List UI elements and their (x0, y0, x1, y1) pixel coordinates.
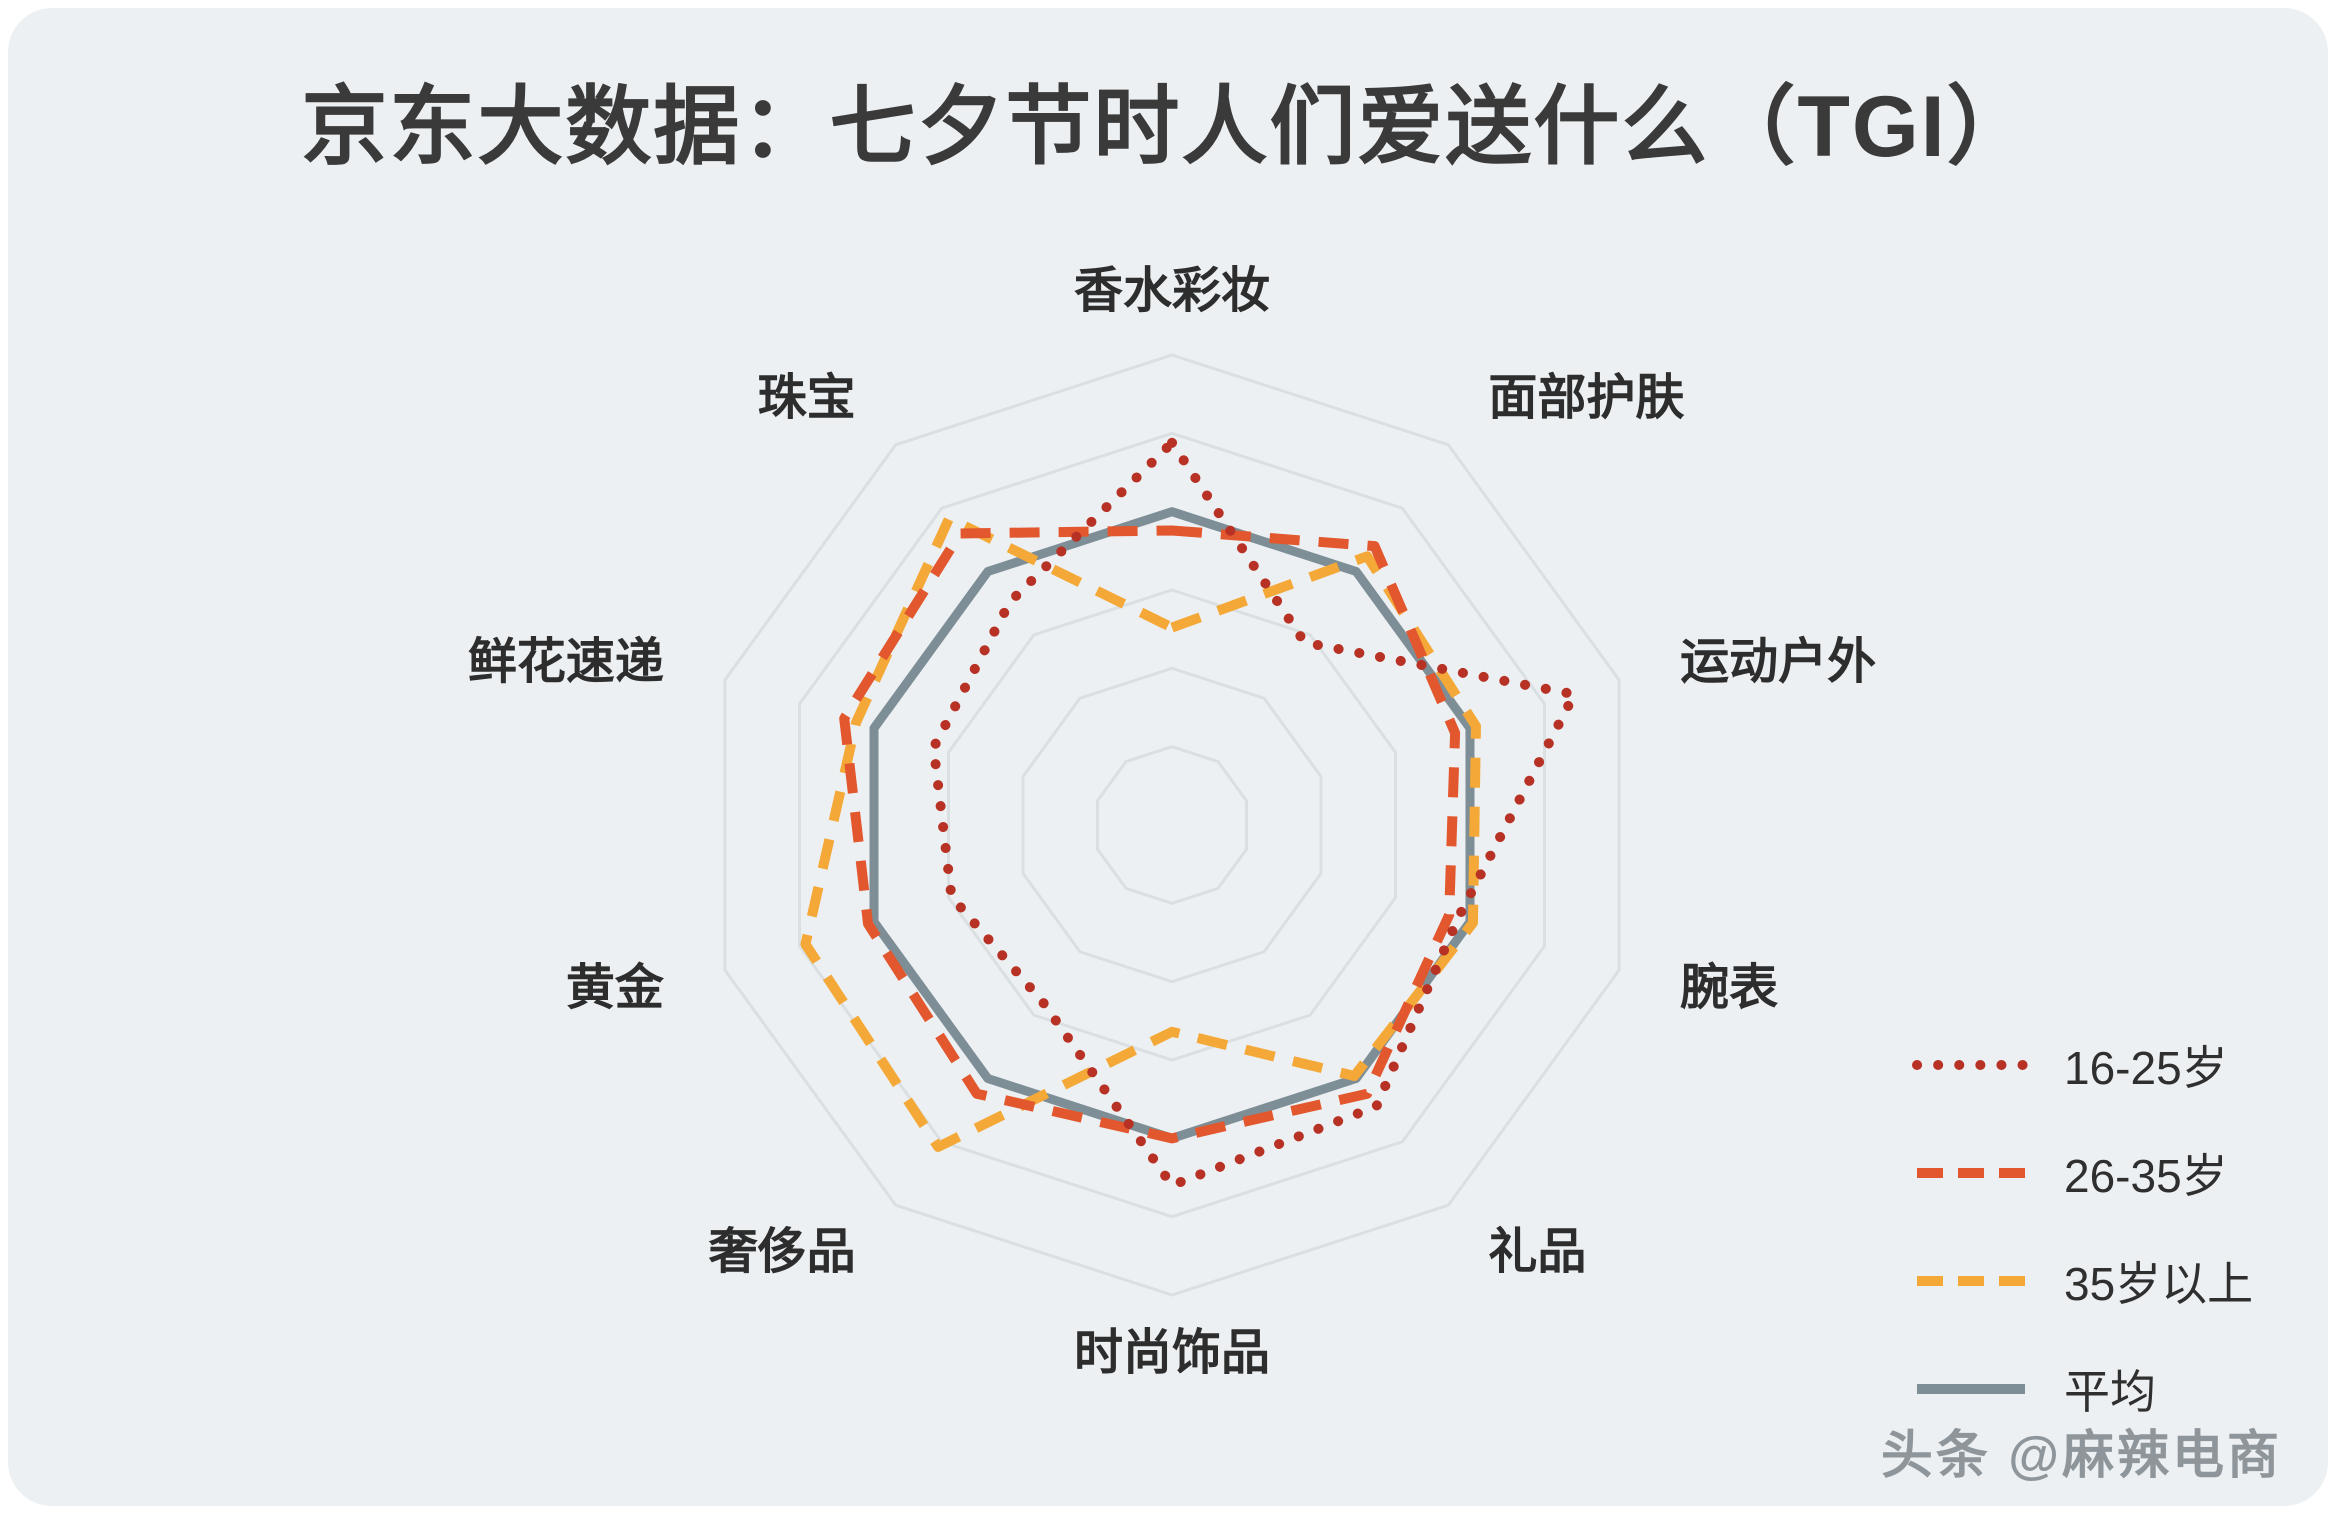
legend-label: 平均 (2064, 1366, 2156, 1418)
legend-label: 35岁以上 (2064, 1258, 2254, 1310)
legend-label: 26-35岁 (2064, 1150, 2228, 1202)
legend-item: 35岁以上 (1912, 1252, 2253, 1310)
chart-title: 京东大数据：七夕节时人们爱送什么（TGI） (301, 79, 2035, 175)
legend-swatch-line (1917, 1276, 2025, 1286)
radar-series-0 (928, 437, 1580, 1191)
legend-swatch-line (1917, 1168, 2025, 1178)
grid-ring (723, 353, 1621, 1297)
legend-label: 16-25岁 (2064, 1042, 2228, 1094)
watermark: 头条 @麻辣电商 (1881, 1413, 2282, 1488)
axis-label: 奢侈品 (709, 1225, 856, 1279)
radar-series-1 (839, 525, 1461, 1144)
axis-label: 运动户外 (1680, 635, 1876, 689)
axis-label: 鲜花速递 (468, 635, 664, 689)
legend-item: 16-25岁 (1912, 1036, 2253, 1094)
axis-label: 腕表 (1680, 961, 1778, 1015)
legend-item: 26-35岁 (1912, 1144, 2253, 1202)
legend-item: 平均 (1912, 1360, 2253, 1418)
legend: 16-25岁 26-35岁 35岁以上平均 (1912, 1036, 2253, 1418)
axis-label: 时尚饰品 (1074, 1326, 1270, 1380)
axis-label: 珠宝 (758, 371, 856, 425)
grid-ring (798, 431, 1546, 1219)
chart-card: 京东大数据：七夕节时人们爱送什么（TGI） 香水彩妆面部护肤运动户外腕表礼品时尚… (8, 8, 2328, 1506)
grid-ring (947, 588, 1397, 1062)
grid-ring (1096, 745, 1248, 905)
grid-ring (1021, 666, 1323, 984)
watermark-text: 头条 @麻辣电商 (1880, 1427, 2282, 1485)
axis-label: 面部护肤 (1488, 371, 1684, 425)
axis-label: 香水彩妆 (1074, 264, 1270, 318)
axis-label: 黄金 (566, 961, 665, 1015)
legend-swatch-line (1917, 1384, 2025, 1394)
legend-swatch-line (1912, 1060, 2030, 1070)
axis-label: 礼品 (1488, 1225, 1586, 1279)
